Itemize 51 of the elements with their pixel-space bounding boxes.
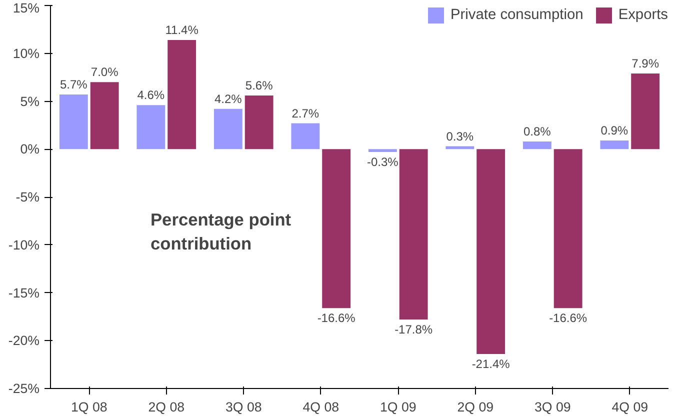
bar bbox=[322, 149, 351, 308]
x-tick-label: 1Q 09 bbox=[380, 400, 416, 414]
y-tick-label: -5% bbox=[16, 190, 40, 204]
bar bbox=[631, 73, 660, 150]
y-tick-label: -20% bbox=[8, 333, 40, 348]
x-tick-label: 4Q 08 bbox=[302, 400, 340, 414]
y-tick-label: 5% bbox=[20, 94, 40, 109]
legend-label: Private consumption bbox=[450, 7, 584, 23]
bar bbox=[554, 149, 582, 308]
data-label: -0.3% bbox=[367, 154, 399, 169]
bar bbox=[136, 105, 166, 150]
data-label: 4.6% bbox=[137, 88, 165, 102]
x-tick-label: 2Q 09 bbox=[457, 400, 494, 414]
bar bbox=[368, 149, 397, 152]
bar bbox=[522, 141, 552, 150]
x-tick-label: 4Q 09 bbox=[612, 400, 648, 414]
bar bbox=[291, 123, 320, 150]
data-label: -16.6% bbox=[549, 311, 588, 326]
y-tick-label: -25% bbox=[8, 381, 40, 396]
data-label: -21.4% bbox=[472, 357, 510, 372]
legend-label: Exports bbox=[618, 7, 668, 23]
bar bbox=[90, 82, 119, 150]
x-tick-label: 3Q 08 bbox=[225, 400, 262, 414]
y-tick-label: -10% bbox=[8, 237, 40, 252]
data-label: 0.3% bbox=[446, 129, 474, 144]
data-label: 4.2% bbox=[214, 92, 242, 106]
bar bbox=[476, 149, 506, 354]
data-label: 7.0% bbox=[90, 65, 119, 80]
data-label: -16.6% bbox=[317, 311, 356, 326]
data-label: 5.7% bbox=[60, 78, 88, 92]
data-label: 7.9% bbox=[632, 56, 660, 70]
annotation: Percentage point contribution bbox=[150, 210, 292, 254]
data-label: 11.4% bbox=[165, 22, 199, 37]
y-tick-label: -15% bbox=[8, 285, 40, 300]
bar bbox=[244, 96, 274, 150]
data-label: 0.9% bbox=[600, 124, 628, 138]
y-tick-label: 0% bbox=[20, 142, 40, 157]
bar bbox=[600, 140, 629, 150]
bar bbox=[59, 94, 88, 150]
data-label: 2.7% bbox=[292, 106, 320, 120]
y-tick-label: 15% bbox=[12, 0, 40, 16]
y-tick-label: 10% bbox=[12, 46, 40, 61]
data-label: 0.8% bbox=[524, 124, 552, 138]
x-tick-label: 1Q 08 bbox=[70, 400, 108, 414]
data-label: 5.6% bbox=[245, 78, 274, 93]
data-label: -17.8% bbox=[394, 322, 433, 337]
bar bbox=[399, 149, 428, 320]
bar bbox=[214, 108, 242, 150]
bar bbox=[168, 40, 196, 150]
x-tick-label: 3Q 09 bbox=[534, 400, 571, 414]
x-tick-label: 2Q 08 bbox=[148, 400, 185, 414]
